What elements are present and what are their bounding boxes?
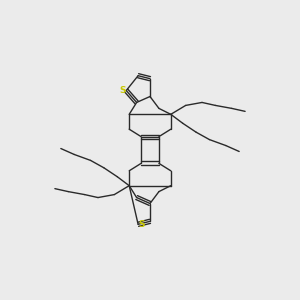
Text: S: S [119, 86, 126, 95]
Text: S: S [138, 220, 145, 229]
